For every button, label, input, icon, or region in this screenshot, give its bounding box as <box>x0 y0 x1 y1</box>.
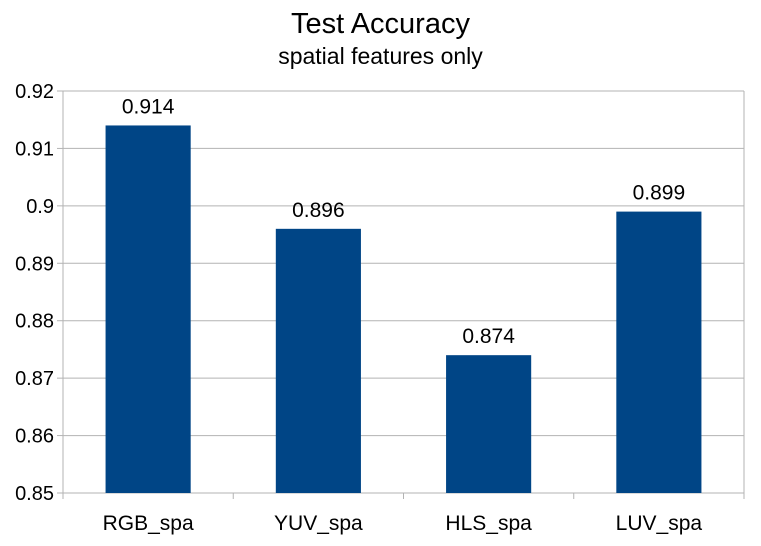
bar <box>446 355 532 493</box>
chart-subtitle: spatial features only <box>278 43 483 69</box>
x-tick-label: HLS_spa <box>445 512 532 535</box>
y-tick-label: 0.9 <box>26 196 54 218</box>
data-label: 0.874 <box>462 325 515 348</box>
y-tick-label: 0.92 <box>15 81 54 103</box>
y-tick-label: 0.87 <box>15 368 54 390</box>
data-label: 0.914 <box>122 95 175 118</box>
y-tick-label: 0.91 <box>15 138 54 160</box>
bar <box>616 211 702 493</box>
data-label: 0.899 <box>633 182 686 205</box>
y-tick-label: 0.89 <box>15 253 54 275</box>
bar <box>105 125 191 493</box>
y-tick-label: 0.86 <box>15 426 54 448</box>
chart-title: Test Accuracy <box>291 8 470 40</box>
data-label: 0.896 <box>292 199 345 222</box>
y-tick-label: 0.88 <box>15 311 54 333</box>
x-tick-label: RGB_spa <box>103 512 194 535</box>
bar <box>275 228 361 494</box>
x-tick-label: YUV_spa <box>274 512 363 535</box>
x-tick-label: LUV_spa <box>616 512 703 535</box>
y-tick-label: 0.85 <box>15 483 54 505</box>
